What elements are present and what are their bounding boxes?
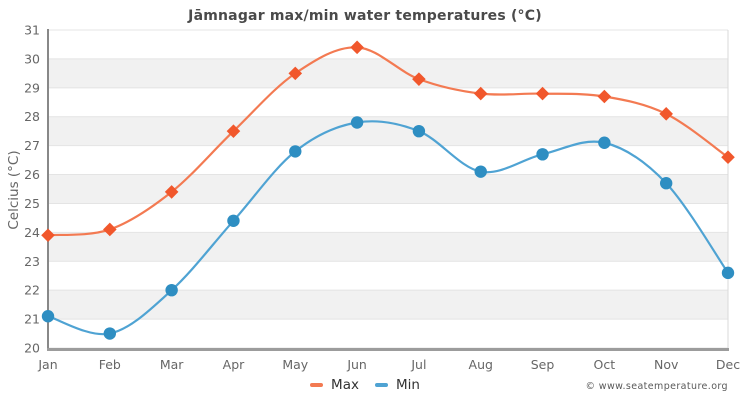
- x-tick-label-feb: Feb: [99, 357, 121, 372]
- y-tick-label-24: 24: [24, 225, 40, 240]
- max-point-apr[interactable]: [226, 124, 241, 138]
- min-point-jul[interactable]: [412, 124, 426, 138]
- min-point-jun[interactable]: [350, 116, 364, 129]
- plot-band: [48, 58, 728, 88]
- max-point-feb[interactable]: [103, 222, 117, 237]
- x-tick-label-mar: Mar: [160, 357, 184, 372]
- legend-item-min[interactable]: Min: [374, 377, 420, 393]
- max-point-may[interactable]: [288, 66, 303, 81]
- plot-band: [48, 116, 728, 146]
- max-point-sep[interactable]: [535, 86, 550, 101]
- min-legend-swatch-icon: [374, 383, 388, 387]
- min-point-may[interactable]: [289, 145, 302, 158]
- max-point-dec[interactable]: [721, 150, 735, 164]
- y-tick-label-22: 22: [24, 283, 40, 298]
- x-tick-label-aug: Aug: [469, 357, 493, 372]
- max-point-aug[interactable]: [473, 86, 488, 101]
- plot-band: [48, 290, 728, 320]
- legend-label-min: Min: [395, 377, 420, 393]
- max-legend-swatch-icon: [310, 383, 324, 387]
- x-tick-label-dec: Dec: [716, 357, 740, 372]
- x-tick-label-nov: Nov: [654, 357, 679, 372]
- min-point-sep[interactable]: [536, 148, 549, 161]
- y-tick-label-26: 26: [24, 167, 40, 182]
- plot-band: [48, 232, 728, 262]
- min-point-mar[interactable]: [165, 283, 178, 297]
- x-tick-label-oct: Oct: [594, 357, 616, 372]
- min-point-nov[interactable]: [659, 177, 673, 190]
- y-tick-label-29: 29: [24, 80, 40, 95]
- plot-band: [48, 174, 728, 204]
- x-tick-label-may: May: [282, 357, 308, 372]
- x-tick-label-jan: Jan: [37, 357, 57, 372]
- y-tick-label-27: 27: [24, 138, 40, 153]
- min-point-oct[interactable]: [598, 136, 611, 149]
- min-point-jan[interactable]: [41, 310, 55, 323]
- chart-legend: Max Min: [0, 377, 730, 393]
- max-point-mar[interactable]: [164, 185, 179, 199]
- legend-label-max: Max: [331, 377, 359, 393]
- min-point-aug[interactable]: [474, 165, 487, 178]
- max-point-jul[interactable]: [412, 72, 426, 86]
- y-tick-label-31: 31: [24, 23, 40, 38]
- max-point-nov[interactable]: [659, 107, 673, 121]
- x-tick-label-sep: Sep: [531, 357, 555, 372]
- y-tick-label-30: 30: [24, 51, 40, 66]
- max-point-jan[interactable]: [41, 228, 55, 243]
- max-point-oct[interactable]: [597, 89, 612, 104]
- x-tick-label-apr: Apr: [223, 357, 245, 372]
- credits-link[interactable]: © www.seatemperature.org: [585, 381, 728, 392]
- y-tick-label-23: 23: [24, 254, 40, 269]
- min-point-feb[interactable]: [103, 327, 117, 340]
- y-tick-label-20: 20: [24, 341, 40, 356]
- y-tick-label-25: 25: [24, 196, 40, 211]
- legend-item-max[interactable]: Max: [310, 377, 359, 393]
- min-point-dec[interactable]: [721, 266, 735, 280]
- x-tick-label-jun: Jun: [346, 357, 367, 372]
- max-point-jun[interactable]: [350, 40, 364, 55]
- y-tick-label-28: 28: [24, 109, 40, 124]
- chart-title: Jāmnagar max/min water temperatures (°C): [188, 8, 542, 24]
- min-point-apr[interactable]: [227, 214, 240, 227]
- y-tick-label-21: 21: [24, 312, 40, 327]
- x-tick-label-jul: Jul: [410, 357, 426, 372]
